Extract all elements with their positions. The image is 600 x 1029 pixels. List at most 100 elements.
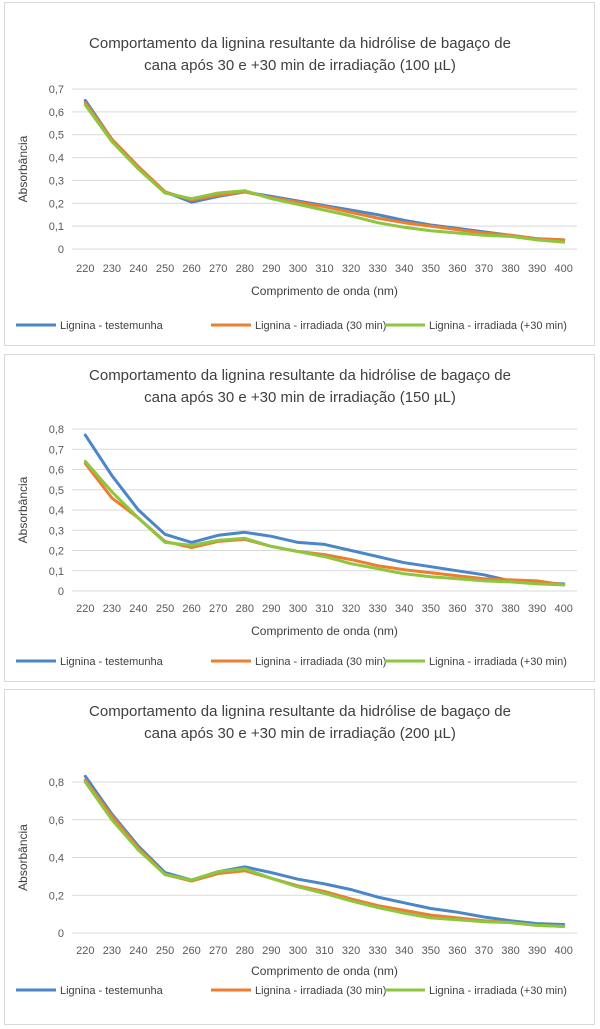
y-axis-label: Absorbância	[16, 476, 30, 543]
x-tick-label: 220	[76, 945, 94, 957]
x-tick-label: 330	[368, 603, 386, 615]
x-tick-label: 320	[342, 945, 360, 957]
y-tick-label: 0,4	[49, 853, 64, 865]
chart-title-line: cana após 30 e +30 min de irradiação (20…	[144, 725, 456, 742]
y-tick-label: 0,3	[49, 525, 64, 537]
x-tick-label: 360	[448, 945, 466, 957]
x-tick-label: 280	[236, 945, 254, 957]
x-tick-label: 270	[209, 603, 227, 615]
y-tick-label: 0,6	[49, 815, 64, 827]
x-tick-label: 400	[555, 603, 573, 615]
x-tick-label: 330	[368, 263, 386, 275]
x-tick-label: 250	[156, 603, 174, 615]
y-tick-label: 0,7	[49, 84, 64, 96]
x-tick-label: 220	[76, 603, 94, 615]
series-line-2	[83, 101, 566, 242]
legend-label: Lignina - testemunha	[60, 320, 164, 332]
legend-label: Lignina - testemunha	[60, 985, 164, 997]
chart-panel-150ul: Comportamento da lignina resultante da h…	[4, 354, 595, 682]
x-tick-label: 230	[103, 263, 121, 275]
x-tick-label: 380	[501, 263, 519, 275]
legend-label: Lignina - testemunha	[60, 656, 164, 668]
legend-label: Lignina - irradiada (30 min)	[255, 985, 386, 997]
x-tick-label: 260	[182, 945, 200, 957]
x-tick-label: 290	[262, 263, 280, 275]
x-tick-label: 240	[129, 263, 147, 275]
x-tick-label: 260	[182, 263, 200, 275]
y-axis-label: Absorbância	[16, 824, 30, 891]
series-line-2	[83, 461, 566, 587]
x-axis-label: Comprimento de onda (nm)	[251, 964, 398, 978]
x-tick-label: 280	[236, 263, 254, 275]
x-tick-label: 360	[448, 263, 466, 275]
chart-150ul: Comportamento da lignina resultante da h…	[16, 367, 577, 668]
y-tick-label: 0,1	[49, 221, 64, 233]
x-tick-label: 250	[156, 263, 174, 275]
series-line-1	[83, 774, 566, 926]
x-tick-label: 350	[422, 603, 440, 615]
series-line-1	[83, 98, 566, 242]
y-tick-label: 0,3	[49, 175, 64, 187]
series-line-3	[83, 780, 566, 928]
legend-label: Lignina - irradiada (30 min)	[255, 320, 386, 332]
x-tick-label: 350	[422, 945, 440, 957]
y-tick-label: 0,4	[49, 505, 64, 517]
series-line-2	[83, 778, 566, 928]
x-tick-label: 390	[528, 945, 546, 957]
x-tick-label: 250	[156, 945, 174, 957]
x-tick-label: 390	[528, 263, 546, 275]
x-tick-label: 350	[422, 263, 440, 275]
x-tick-label: 330	[368, 945, 386, 957]
x-tick-label: 300	[289, 945, 307, 957]
y-tick-label: 0	[58, 244, 64, 256]
chart-title-line: cana após 30 e +30 min de irradiação (10…	[144, 57, 456, 74]
x-tick-label: 370	[475, 263, 493, 275]
y-tick-label: 0,6	[49, 465, 64, 477]
y-tick-label: 0,7	[49, 444, 64, 456]
x-tick-label: 290	[262, 603, 280, 615]
y-tick-label: 0	[58, 586, 64, 598]
x-tick-label: 230	[103, 945, 121, 957]
x-axis-label: Comprimento de onda (nm)	[251, 624, 398, 638]
x-tick-label: 240	[129, 603, 147, 615]
y-tick-label: 0	[58, 928, 64, 940]
y-tick-label: 0,5	[49, 485, 64, 497]
chart-panel-100ul: Comportamento da lignina resultante da h…	[4, 2, 595, 346]
x-tick-label: 310	[315, 263, 333, 275]
x-tick-label: 370	[475, 603, 493, 615]
series-line-1	[83, 433, 566, 586]
x-tick-label: 340	[395, 263, 413, 275]
x-tick-label: 280	[236, 603, 254, 615]
y-tick-label: 0,4	[49, 153, 64, 165]
chart-title-line: Comportamento da lignina resultante da h…	[89, 703, 511, 720]
legend-label: Lignina - irradiada (+30 min)	[429, 656, 567, 668]
x-tick-label: 310	[315, 945, 333, 957]
chart-200ul: Comportamento da lignina resultante da h…	[16, 703, 577, 997]
x-tick-label: 340	[395, 945, 413, 957]
y-tick-label: 0,1	[49, 566, 64, 578]
legend-label: Lignina - irradiada (+30 min)	[429, 320, 567, 332]
x-tick-label: 400	[555, 945, 573, 957]
x-tick-label: 320	[342, 603, 360, 615]
x-tick-label: 380	[501, 603, 519, 615]
series-line-3	[83, 459, 566, 587]
x-tick-label: 270	[209, 945, 227, 957]
x-tick-label: 400	[555, 263, 573, 275]
series-line-3	[83, 103, 566, 244]
chart-100ul: Comportamento da lignina resultante da h…	[16, 35, 577, 332]
x-tick-label: 240	[129, 945, 147, 957]
chart-panel-200ul: Comportamento da lignina resultante da h…	[4, 689, 595, 1025]
x-tick-label: 290	[262, 945, 280, 957]
y-tick-label: 0,2	[49, 546, 64, 558]
y-tick-label: 0,5	[49, 130, 64, 142]
x-tick-label: 230	[103, 603, 121, 615]
y-tick-label: 0,8	[49, 777, 64, 789]
x-tick-label: 360	[448, 603, 466, 615]
x-tick-label: 300	[289, 263, 307, 275]
y-tick-label: 0,2	[49, 198, 64, 210]
x-tick-label: 370	[475, 945, 493, 957]
y-axis-label: Absorbância	[16, 135, 30, 202]
legend-label: Lignina - irradiada (30 min)	[255, 656, 386, 668]
x-tick-label: 340	[395, 603, 413, 615]
x-tick-label: 320	[342, 263, 360, 275]
